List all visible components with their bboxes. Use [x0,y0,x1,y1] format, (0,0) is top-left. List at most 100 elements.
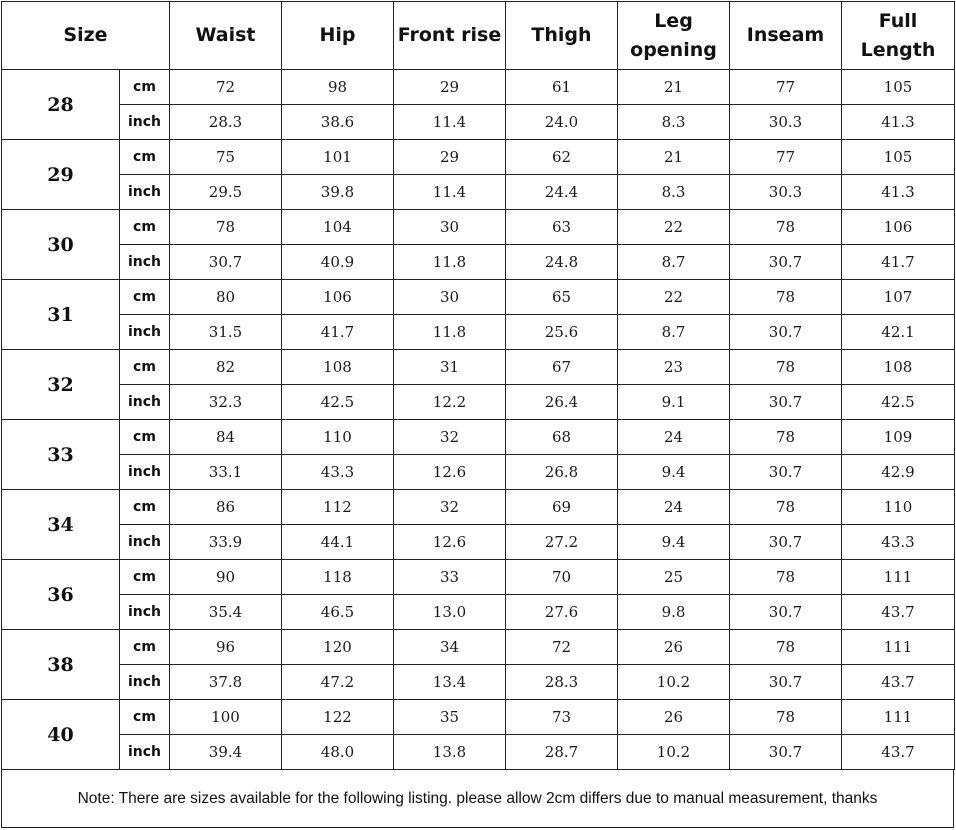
measurement-cell: 32.3 [169,384,282,420]
measurement-cell: 11.8 [393,314,506,350]
table-row: inch 33.9 44.1 12.6 27.2 9.4 30.7 43.3 [2,524,955,560]
measurement-cell: 111 [841,559,955,595]
unit-label-cm: cm [119,209,170,245]
measurement-cell: 42.9 [841,454,955,490]
unit-label-inch: inch [119,454,170,490]
measurement-cell: 44.1 [281,524,394,560]
unit-label-inch: inch [119,664,170,700]
measurement-cell: 39.8 [281,174,394,210]
measurement-cell: 33.1 [169,454,282,490]
measurement-cell: 104 [281,209,394,245]
table-row: 29 cm 75 101 29 62 21 77 105 [1,139,955,210]
measurement-cell: 61 [505,69,618,105]
header-front-rise: Front rise [393,1,506,70]
measurement-cell: 75 [169,139,282,175]
measurement-cell: 63 [505,209,618,245]
unit-label-cm: cm [119,629,170,665]
unit-label-inch: inch [119,734,170,770]
size-label: 34 [1,489,120,560]
size-label: 40 [1,699,120,770]
measurement-cell: 35 [393,699,506,735]
measurement-cell: 26.4 [505,384,618,420]
measurement-cell: 30.7 [729,664,842,700]
size-label: 28 [1,69,120,140]
unit-label-cm: cm [119,69,170,105]
measurement-cell: 30.3 [729,174,842,210]
measurement-cell: 62 [505,139,618,175]
measurement-cell: 12.6 [393,454,506,490]
measurement-cell: 30 [393,279,506,315]
unit-label-inch: inch [119,174,170,210]
measurement-cell: 32 [393,489,506,525]
measurement-cell: 27.6 [505,594,618,630]
measurement-cell: 12.6 [393,524,506,560]
header-inseam: Inseam [729,1,842,70]
table-row: 33 cm 84 110 32 68 24 78 109 [1,419,955,490]
measurement-cell: 30.7 [729,594,842,630]
measurement-cell: 105 [841,139,955,175]
measurement-cell: 9.4 [617,454,730,490]
measurement-cell: 41.3 [841,174,955,210]
measurement-cell: 90 [169,559,282,595]
measurement-cell: 78 [729,559,842,595]
measurement-cell: 29 [393,139,506,175]
measurement-cell: 13.8 [393,734,506,770]
table-row: 32 cm 82 108 31 67 23 78 108 [1,349,955,420]
size-label: 32 [1,349,120,420]
header-size: Size [1,1,170,70]
measurement-cell: 26 [617,699,730,735]
measurement-cell: 111 [841,699,955,735]
header-full-length: Full Length [841,1,955,70]
measurement-cell: 22 [617,279,730,315]
measurement-cell: 72 [169,69,282,105]
measurement-cell: 28.3 [169,104,282,140]
measurement-cell: 30.7 [729,244,842,280]
measurement-cell: 47.2 [281,664,394,700]
measurement-cell: 27.2 [505,524,618,560]
unit-label-cm: cm [119,419,170,455]
measurement-cell: 22 [617,209,730,245]
measurement-cell: 24.8 [505,244,618,280]
measurement-cell: 43.7 [841,734,955,770]
measurement-cell: 80 [169,279,282,315]
measurement-cell: 30 [393,209,506,245]
measurement-cell: 39.4 [169,734,282,770]
table-row: inch 39.4 48.0 13.8 28.7 10.2 30.7 43.7 [2,734,955,770]
unit-label-inch: inch [119,524,170,560]
measurement-cell: 41.7 [281,314,394,350]
measurement-cell: 42.5 [281,384,394,420]
unit-label-cm: cm [119,699,170,735]
measurement-cell: 110 [281,419,394,455]
table-row: inch 37.8 47.2 13.4 28.3 10.2 30.7 43.7 [2,664,955,700]
unit-label-inch: inch [119,244,170,280]
measurement-cell: 120 [281,629,394,665]
measurement-cell: 78 [169,209,282,245]
measurement-cell: 31.5 [169,314,282,350]
measurement-cell: 82 [169,349,282,385]
measurement-cell: 67 [505,349,618,385]
measurement-cell: 111 [841,629,955,665]
footnote: Note: There are sizes available for the … [1,770,954,828]
measurement-cell: 11.4 [393,174,506,210]
measurement-cell: 13.0 [393,594,506,630]
size-label: 29 [1,139,120,210]
measurement-cell: 77 [729,139,842,175]
measurement-cell: 35.4 [169,594,282,630]
measurement-cell: 38.6 [281,104,394,140]
unit-label-cm: cm [119,559,170,595]
table-row: 38 cm 96 120 34 72 26 78 111 [1,629,955,700]
measurement-cell: 78 [729,489,842,525]
measurement-cell: 42.5 [841,384,955,420]
measurement-cell: 86 [169,489,282,525]
measurement-cell: 109 [841,419,955,455]
measurement-cell: 43.7 [841,664,955,700]
header-leg-opening: Leg opening [617,1,730,70]
measurement-cell: 33 [393,559,506,595]
size-label: 38 [1,629,120,700]
measurement-cell: 8.7 [617,244,730,280]
header-hip: Hip [281,1,394,70]
measurement-cell: 108 [281,349,394,385]
measurement-cell: 110 [841,489,955,525]
measurement-cell: 8.3 [617,104,730,140]
measurement-cell: 65 [505,279,618,315]
